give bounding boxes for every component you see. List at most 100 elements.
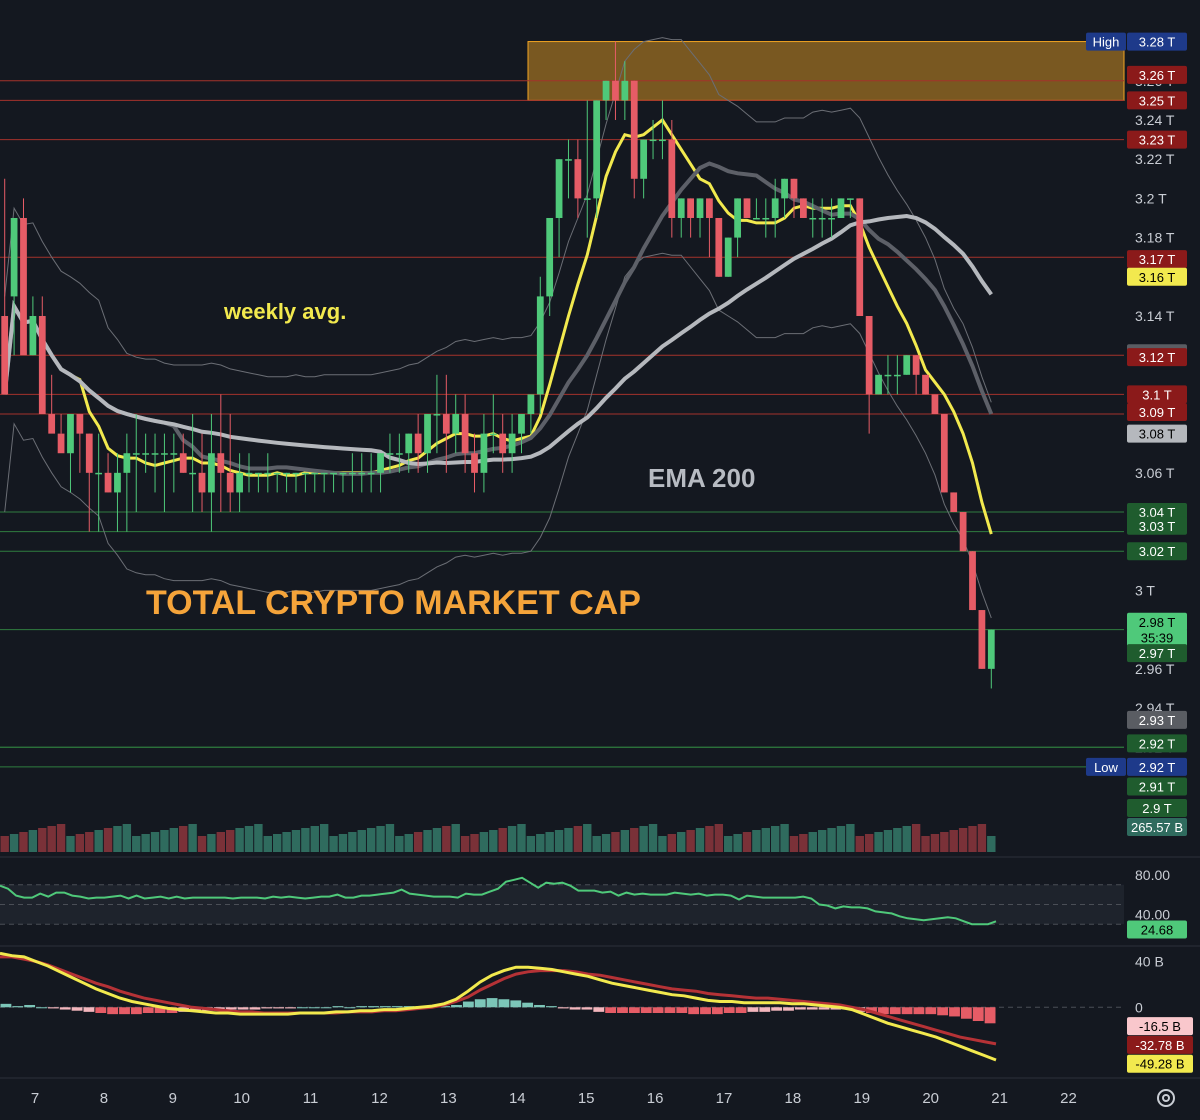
price-tag-box <box>1127 385 1187 404</box>
price-tag-box <box>1127 644 1187 663</box>
candle-body <box>922 374 929 395</box>
bollinger-lower-line <box>4 252 992 619</box>
candle-body <box>114 472 121 493</box>
macd-tag-box <box>1127 1054 1193 1073</box>
volume-bar <box>85 832 94 852</box>
volume-bar <box>94 830 103 852</box>
candle-body <box>790 178 798 199</box>
candle-body <box>217 453 225 473</box>
macd-histogram-bar <box>569 1007 581 1010</box>
candle-body <box>386 453 394 455</box>
macd-histogram-bar <box>95 1007 107 1013</box>
volume-bar <box>724 836 733 852</box>
volume-bar <box>846 824 855 852</box>
price-tag-box <box>1127 710 1187 729</box>
price-tag-text: 2.92 T <box>1139 760 1176 775</box>
volume-bar <box>789 836 799 852</box>
volume-bar <box>930 834 940 852</box>
price-tag-box <box>1127 799 1187 818</box>
macd-histogram-bar <box>866 1007 877 1013</box>
candle-body <box>940 414 948 493</box>
volume-bar <box>526 836 536 852</box>
volume-bar <box>413 832 423 852</box>
candle-body <box>978 610 986 669</box>
volume-bar <box>507 826 517 852</box>
volume-bar <box>554 830 564 852</box>
price-tag-box <box>1127 503 1187 522</box>
candle-body <box>677 198 685 218</box>
candle-body <box>20 217 27 356</box>
candle-body <box>123 453 131 473</box>
candle-body <box>856 198 864 317</box>
volume-bar <box>658 836 667 852</box>
volume-bar <box>761 828 770 852</box>
candle-body <box>348 472 356 475</box>
candle-body <box>931 394 939 415</box>
candle-body <box>799 198 807 218</box>
macd-histogram-bar <box>783 1007 794 1011</box>
volume-bar <box>893 828 902 852</box>
candle-body <box>198 472 206 493</box>
volume-bar <box>28 830 38 852</box>
price-tag-text: 3.09 T <box>1139 405 1176 420</box>
volume-bar <box>150 832 160 852</box>
macd-histogram-bar <box>24 1004 36 1008</box>
candle-body <box>461 414 469 454</box>
rsi-tick-label: 80.00 <box>1135 867 1170 883</box>
x-tick-label: 16 <box>647 1090 664 1107</box>
macd-histogram-bar <box>119 1007 130 1015</box>
candle-body <box>245 472 253 475</box>
volume-bar <box>545 832 554 852</box>
volume-layer: 265.57 B <box>0 818 1187 852</box>
volume-bar <box>799 834 808 852</box>
volume-bar <box>902 826 911 852</box>
candle-body <box>536 296 544 395</box>
candle-body <box>320 472 328 475</box>
candle-body <box>301 472 309 475</box>
candle-body <box>612 80 619 101</box>
macd-histogram-bar <box>308 1007 320 1009</box>
price-tag-box <box>1127 734 1187 753</box>
macd-histogram-bar <box>486 998 498 1008</box>
candle-body <box>630 80 638 179</box>
macd-histogram-bar <box>439 1006 451 1008</box>
macd-histogram-bar <box>949 1007 960 1017</box>
candle-body <box>377 453 384 473</box>
candle-body <box>38 316 46 415</box>
candle-body <box>424 414 431 454</box>
x-tick-label: 18 <box>785 1090 802 1107</box>
x-tick-label: 19 <box>853 1090 870 1107</box>
volume-bar <box>808 832 817 852</box>
macd-histogram-bar <box>47 1007 59 1009</box>
macd-histogram-bar <box>474 999 486 1008</box>
volume-bar <box>75 834 85 852</box>
candle-body <box>602 80 610 101</box>
macd-tag-box <box>1127 1017 1193 1036</box>
candle-body <box>433 414 441 416</box>
x-tick-label: 17 <box>716 1090 733 1107</box>
volume-bar <box>244 826 254 852</box>
price-tag-text: 3.17 T <box>1139 252 1176 267</box>
candle-body <box>151 453 159 455</box>
candle-body <box>546 217 554 297</box>
macd-histogram-bar <box>818 1007 830 1010</box>
volume-bar <box>874 832 883 852</box>
volume-bar <box>432 828 442 852</box>
volume-bar <box>197 836 207 852</box>
volume-bar <box>216 832 226 852</box>
macd-histogram-bar <box>391 1006 403 1008</box>
candle-body <box>10 217 18 297</box>
macd-histogram-bar <box>960 1007 972 1019</box>
volume-bar <box>395 836 404 852</box>
price-tag-text: 3.02 T <box>1139 544 1176 559</box>
macd-histogram-bar <box>107 1007 119 1015</box>
macd-histogram-bar <box>617 1007 628 1013</box>
price-tag-label-box <box>1086 32 1126 51</box>
gear-icon[interactable] <box>1157 1089 1175 1107</box>
volume-bar <box>855 836 864 852</box>
macd-histogram-bar <box>676 1007 688 1013</box>
rsi-tag-box <box>1127 920 1187 939</box>
x-tick-label: 13 <box>440 1090 457 1107</box>
volume-bar <box>66 836 75 852</box>
